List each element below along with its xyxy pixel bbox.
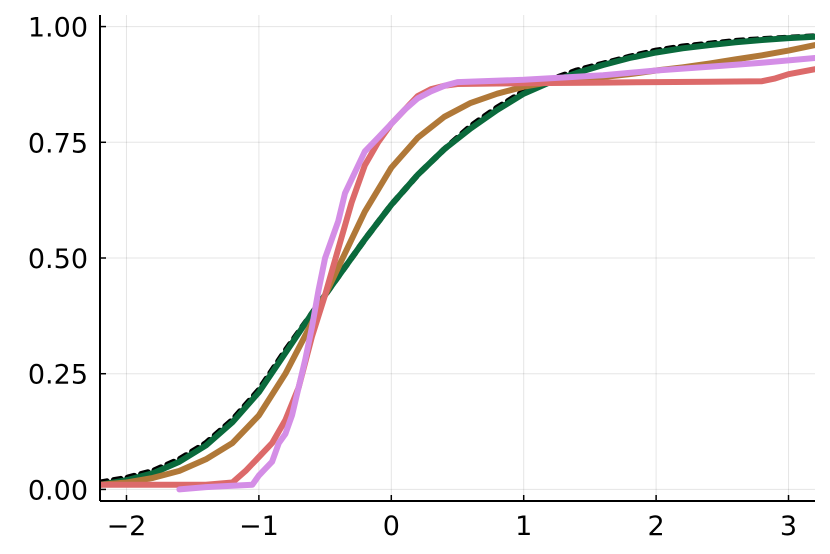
y-tick-label: 0.50 bbox=[28, 244, 88, 275]
y-tick-label: 0.25 bbox=[28, 360, 88, 391]
series-line-2 bbox=[100, 33, 815, 488]
y-tick-label: 0.00 bbox=[28, 475, 88, 506]
y-tick-label: 0.75 bbox=[28, 128, 88, 159]
x-tick-label: 0 bbox=[383, 511, 400, 542]
x-tick-label: 1 bbox=[515, 511, 532, 542]
ticks: −2 −1 0 1 2 3 0.00 0.25 0.50 0.75 1.00 bbox=[28, 13, 797, 542]
y-tick-label: 1.00 bbox=[28, 13, 88, 44]
series-group bbox=[100, 33, 815, 493]
x-tick-label: −1 bbox=[239, 511, 279, 542]
series-line-4 bbox=[100, 66, 815, 488]
series-line-3 bbox=[100, 42, 815, 488]
series-line-5 bbox=[176, 55, 815, 493]
series-line-1 bbox=[100, 33, 815, 486]
grid bbox=[100, 15, 815, 501]
x-tick-label: −2 bbox=[107, 511, 147, 542]
x-tick-label: 2 bbox=[648, 511, 665, 542]
x-tick-label: 3 bbox=[780, 511, 797, 542]
